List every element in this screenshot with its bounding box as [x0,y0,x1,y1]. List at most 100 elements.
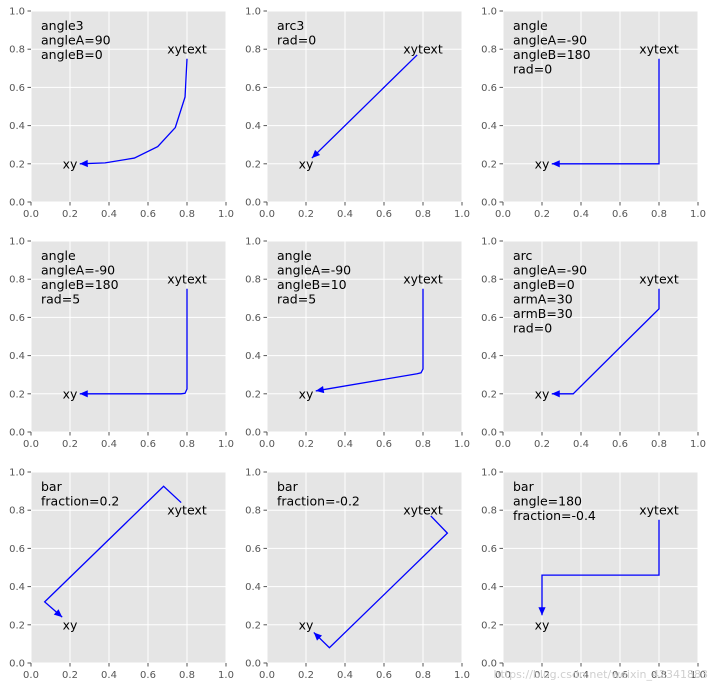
y-tick-label: 1.0 [9,237,25,248]
x-tick-label: 0.6 [140,439,156,450]
y-tick-label: 0.4 [9,351,25,362]
gridlines [266,471,463,664]
y-tick-label: 0.0 [481,659,497,670]
y-tick-label: 0.0 [245,659,261,670]
y-tick-label: 0.4 [245,121,261,132]
chart-panel-3: 0.0 0.2 0.4 0.6 0.8 1.0 0.0 0.2 0.4 0.6 0.8 1.0 xy xy… [481,7,706,221]
panel-label-line: rad=0 [513,321,552,336]
y-tick-label: 0.0 [245,428,261,439]
y-tick-label: 0.8 [9,45,25,56]
x-tick-label: 0.8 [179,439,195,450]
y-tick-label: 0.8 [9,506,25,517]
xy-label: xy [535,386,550,401]
y-tick-label: 0.2 [9,620,25,631]
x-tick-label: 0.0 [23,209,39,220]
y-tick-label: 0.8 [481,45,497,56]
x-tick-label: 1.0 [690,209,706,220]
x-tick-label: 0.6 [140,209,156,220]
x-tick-label: 0.4 [101,439,117,450]
x-tick-label: 0.4 [101,670,117,681]
watermark: https://blog.csdn.net/weixin_42341883 [493,668,708,681]
y-tick-label: 0.6 [9,544,25,555]
x-tick-label: 1.0 [218,439,234,450]
x-tick-label: 0.0 [259,209,275,220]
plot-area [503,11,698,202]
x-tick-label: 0.4 [101,209,117,220]
gridlines [30,240,227,433]
xy-label: xy [63,617,78,632]
y-tick-label: 0.2 [245,620,261,631]
chart-panel-7: 0.0 0.2 0.4 0.6 0.8 1.0 0.0 0.2 0.4 0.6 0.8 1.0 xy xy… [9,468,234,682]
x-tick-label: 0.0 [23,439,39,450]
gridlines [266,10,463,203]
plot-area [31,472,226,663]
y-tick-label: 0.6 [245,83,261,94]
x-tick-label: 0.8 [415,209,431,220]
connection-path [313,515,449,649]
y-tick-label: 0.4 [481,351,497,362]
panel-label-line: angleB=180 [41,277,119,292]
y-tick-label: 0.8 [245,275,261,286]
panel-label-line: angleB=0 [41,47,103,62]
chart-panel-9: 0.0 0.2 0.4 0.6 0.8 1.0 0.0 0.2 0.4 0.6 0.8 1.0 xy xy… [481,468,706,682]
x-tick-label: 0.4 [337,209,353,220]
arrowhead [538,607,546,616]
panel-label-line: angle [513,18,548,33]
xytext-label: xytext [403,503,443,518]
y-tick-label: 0.2 [481,159,497,170]
y-tick-label: 1.0 [481,237,497,248]
xy-label: xy [63,156,78,171]
connection-path [79,58,188,165]
connection-path [311,54,418,159]
panel-label-line: fraction=0.2 [41,494,119,509]
y-tick-label: 0.8 [481,275,497,286]
panel-label-line: angleA=-90 [513,33,587,48]
x-tick-label: 1.0 [690,439,706,450]
xytext-label: xytext [167,503,207,518]
y-tick-label: 0.0 [481,428,497,439]
arrowhead [551,390,560,398]
xy-label: xy [535,156,550,171]
y-tick-label: 0.6 [245,544,261,555]
x-tick-label: 1.0 [218,670,234,681]
y-tick-label: 0.0 [9,198,25,209]
y-tick-label: 1.0 [9,468,25,479]
panel-label-line: angleB=180 [513,47,591,62]
y-tick-label: 1.0 [245,7,261,18]
panel-label-line: angle3 [41,18,84,33]
x-tick-label: 0.0 [259,670,275,681]
y-tick-label: 0.8 [9,275,25,286]
arrowhead [53,609,63,618]
plot-area [267,472,462,663]
panel-label-line: rad=5 [41,292,80,307]
y-tick-label: 0.0 [9,428,25,439]
x-tick-label: 0.8 [651,670,667,681]
x-tick-label: 0.6 [612,670,628,681]
panel-label-line: angle [277,248,312,263]
y-tick-label: 1.0 [9,7,25,18]
connection-path [551,288,660,395]
y-tick-label: 0.6 [9,83,25,94]
x-tick-label: 0.2 [62,439,78,450]
x-tick-label: 0.8 [651,209,667,220]
xytext-label: xytext [639,272,679,287]
xytext-label: xytext [639,503,679,518]
y-tick-label: 1.0 [481,468,497,479]
gridlines [30,471,227,664]
x-tick-label: 0.6 [376,439,392,450]
panel-label-line: arc3 [277,18,304,33]
panel-label-line: angleB=0 [513,277,575,292]
chart-panel-8: 0.0 0.2 0.4 0.6 0.8 1.0 0.0 0.2 0.4 0.6 0.8 1.0 xy xy… [245,468,470,682]
x-tick-label: 1.0 [218,209,234,220]
panel-label-line: fraction=-0.4 [513,508,596,523]
y-tick-label: 0.8 [245,45,261,56]
xytext-label: xytext [167,42,207,57]
chart-panel-6: 0.0 0.2 0.4 0.6 0.8 1.0 0.0 0.2 0.4 0.6 0.8 1.0 xy xy… [481,237,706,451]
y-tick-label: 1.0 [481,7,497,18]
xy-label: xy [299,156,314,171]
y-tick-label: 0.2 [245,159,261,170]
connection-path [315,288,424,392]
y-tick-label: 0.2 [481,620,497,631]
xytext-label: xytext [403,272,443,287]
x-tick-label: 1.0 [454,670,470,681]
